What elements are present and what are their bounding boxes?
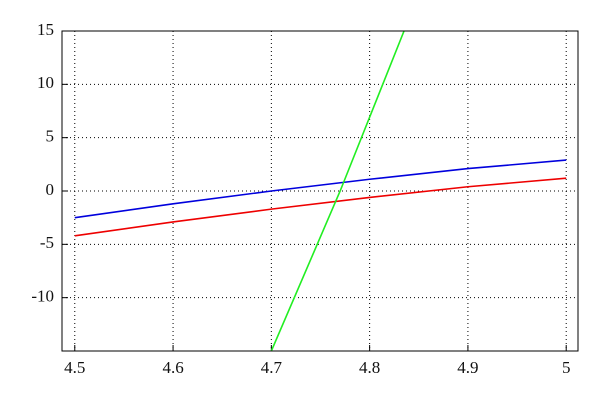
line-series xyxy=(270,31,405,351)
y-tick-label: -10 xyxy=(31,287,54,306)
x-tick-label: 4.7 xyxy=(261,358,283,377)
y-tick-label: 15 xyxy=(37,20,54,39)
x-tick-label: 4.9 xyxy=(457,358,478,377)
y-tick-label: 10 xyxy=(37,73,54,92)
x-tick-label: 4.8 xyxy=(359,358,380,377)
x-tick-label: 5 xyxy=(562,358,571,377)
x-tick-label: 4.5 xyxy=(64,358,85,377)
x-tick-label: 4.6 xyxy=(162,358,183,377)
plot-frame xyxy=(61,30,579,352)
y-tick-label: 0 xyxy=(46,180,55,199)
line-series xyxy=(74,177,567,237)
y-tick-label: 5 xyxy=(46,127,55,146)
y-tick-label: -5 xyxy=(40,233,54,252)
line-series xyxy=(74,159,567,219)
